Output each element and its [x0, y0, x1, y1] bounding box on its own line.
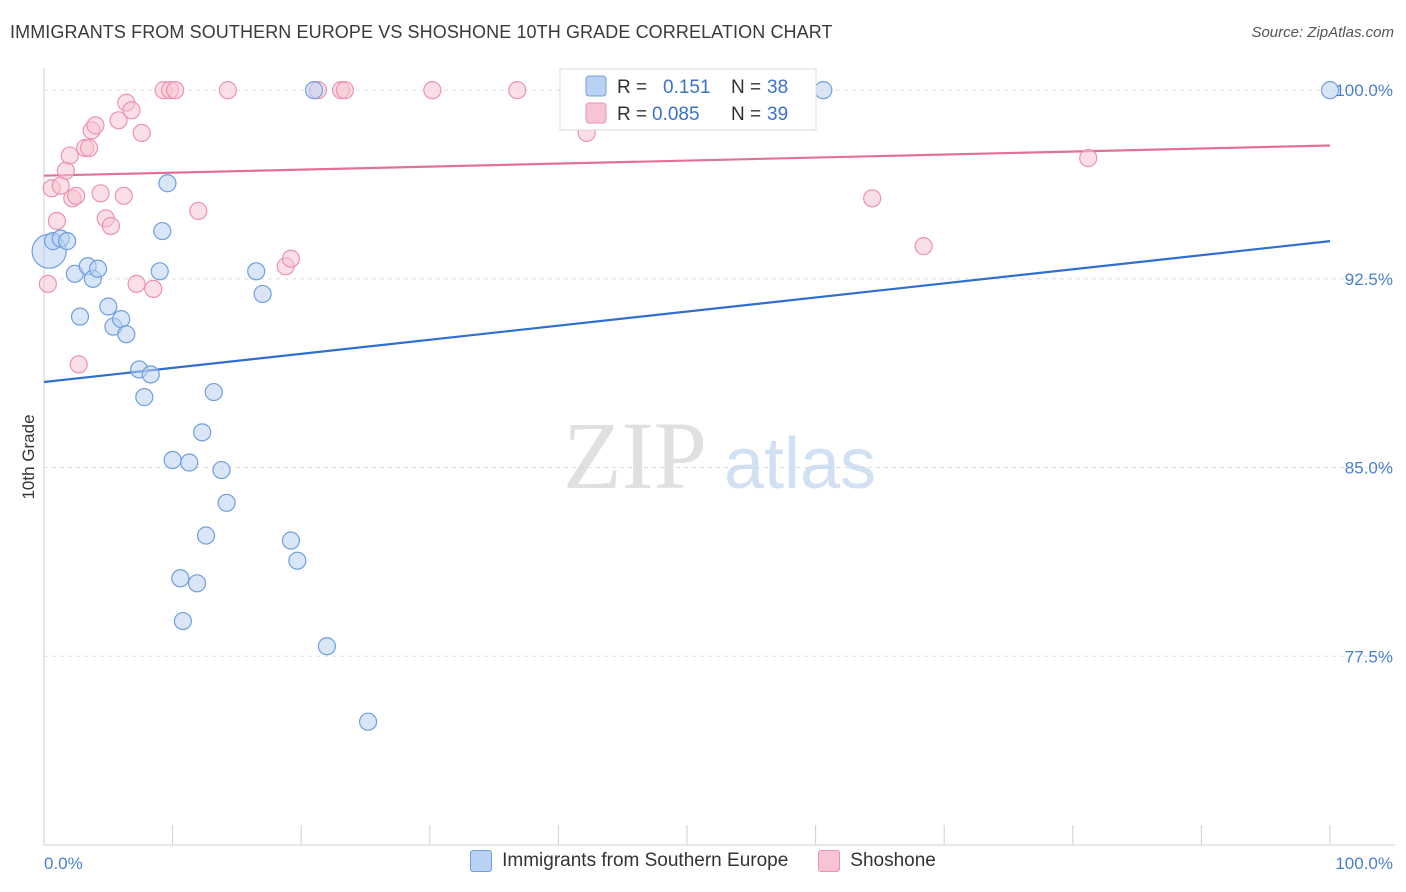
stats-legend-r-label-pink: R = [617, 104, 647, 125]
point-southern-europe-20 [171, 569, 190, 588]
point-southern-europe-34 [317, 637, 337, 656]
trend-lines [43, 144, 1331, 384]
point-southern-europe-32 [288, 551, 307, 570]
y-axis-title: 10th Grade [19, 414, 38, 499]
stats-legend-n-value-blue: 38 [767, 77, 788, 98]
legend-item-southern-europe[interactable]: Immigrants from Southern Europe [470, 850, 788, 872]
grid-lines [44, 89, 1395, 657]
stats-legend: R = 0.151 N = 38 R = 0.085 N = 39 [559, 68, 817, 131]
point-shoshone-0 [38, 274, 57, 293]
point-shoshone-12 [86, 116, 105, 135]
point-shoshone-20 [127, 274, 146, 293]
point-shoshone-29 [281, 249, 301, 268]
trend-line-shoshone [43, 144, 1331, 177]
point-southern-europe-22 [180, 453, 199, 472]
legend-item-shoshone[interactable]: Shoshone [818, 850, 936, 872]
point-shoshone-17 [114, 186, 133, 205]
point-southern-europe-17 [153, 221, 172, 241]
stats-legend-pink-swatch [585, 102, 607, 124]
point-shoshone-27 [218, 81, 237, 100]
y-tick-label-1: 92.5% [1345, 270, 1393, 289]
x-tick-label-end: 100.0% [1335, 854, 1393, 873]
stats-legend-n-label-blue: N = [731, 77, 761, 98]
point-southern-europe-5 [70, 307, 90, 326]
chart-title: IMMIGRANTS FROM SOUTHERN EUROPE VS SHOSH… [10, 22, 833, 42]
trend-line-southern-europe [43, 240, 1331, 384]
point-southern-europe-36 [814, 81, 833, 100]
point-southern-europe-15 [141, 365, 160, 384]
point-shoshone-32 [335, 81, 355, 100]
point-shoshone-34 [508, 81, 527, 100]
point-shoshone-36 [863, 189, 882, 208]
point-shoshone-22 [144, 279, 163, 299]
point-shoshone-26 [189, 201, 208, 221]
legend-label-southern-europe: Immigrants from Southern Europe [502, 850, 789, 871]
y-tick-label-0: 100.0% [1335, 81, 1393, 100]
data-points [31, 81, 1340, 731]
point-southern-europe-11 [112, 310, 131, 329]
point-shoshone-10 [79, 138, 99, 158]
point-southern-europe-25 [196, 526, 216, 545]
point-southern-europe-27 [212, 460, 231, 480]
point-shoshone-4 [56, 161, 75, 180]
point-shoshone-33 [423, 81, 442, 100]
point-southern-europe-19 [163, 450, 182, 470]
point-shoshone-16 [109, 111, 128, 130]
point-southern-europe-35 [358, 712, 378, 731]
watermark-atlas: atlas [724, 424, 876, 504]
series-legend: Immigrants from Southern Europe Shoshone [0, 850, 1406, 872]
point-shoshone-7 [67, 186, 86, 205]
stats-legend-n-label-pink: N = [731, 104, 761, 125]
point-shoshone-8 [69, 355, 88, 374]
point-shoshone-37 [914, 237, 933, 256]
point-shoshone-5 [60, 146, 79, 165]
point-shoshone-19 [122, 101, 141, 120]
tick-labels: 100.0% 92.5% 85.0% 77.5% 0.0% 100.0% [44, 81, 1393, 873]
point-southern-europe-12 [117, 325, 136, 344]
stats-legend-blue-swatch [585, 75, 607, 97]
stats-legend-r-value-pink: 0.085 [652, 104, 700, 125]
y-tick-label-2: 85.0% [1345, 459, 1393, 478]
point-southern-europe-8 [88, 259, 108, 278]
point-southern-europe-24 [193, 423, 212, 442]
point-southern-europe-29 [247, 262, 266, 281]
watermark: ZIP atlas [563, 402, 876, 509]
point-shoshone-25 [166, 81, 185, 100]
point-southern-europe-30 [253, 284, 272, 304]
stats-legend-n-value-pink: 39 [767, 104, 788, 125]
point-southern-europe-18 [158, 174, 177, 193]
x-tick-label-start: 0.0% [44, 854, 83, 873]
stats-legend-r-value-blue: 0.151 [663, 77, 711, 98]
source-label: Source: ZipAtlas.com [1251, 24, 1394, 41]
point-shoshone-21 [132, 123, 151, 143]
point-southern-europe-14 [135, 388, 154, 407]
legend-swatch-blue [470, 850, 493, 872]
point-southern-europe-37 [1320, 81, 1340, 100]
point-southern-europe-26 [204, 382, 223, 402]
point-southern-europe-16 [150, 262, 169, 281]
point-southern-europe-3 [58, 232, 77, 251]
point-southern-europe-9 [99, 297, 118, 316]
point-southern-europe-23 [187, 574, 207, 593]
axes [43, 68, 1395, 846]
point-shoshone-13 [91, 184, 110, 203]
point-southern-europe-28 [217, 493, 236, 512]
y-tick-label-3: 77.5% [1345, 647, 1393, 666]
point-shoshone-38 [1079, 148, 1098, 168]
watermark-zip: ZIP [563, 402, 707, 509]
point-southern-europe-31 [281, 531, 301, 550]
stats-legend-r-label-blue: R = [617, 77, 647, 98]
point-southern-europe-33 [304, 81, 324, 100]
point-southern-europe-21 [173, 611, 192, 631]
legend-swatch-pink [818, 850, 841, 872]
point-shoshone-2 [47, 211, 66, 231]
legend-label-shoshone: Shoshone [850, 850, 936, 871]
point-shoshone-15 [101, 216, 120, 236]
